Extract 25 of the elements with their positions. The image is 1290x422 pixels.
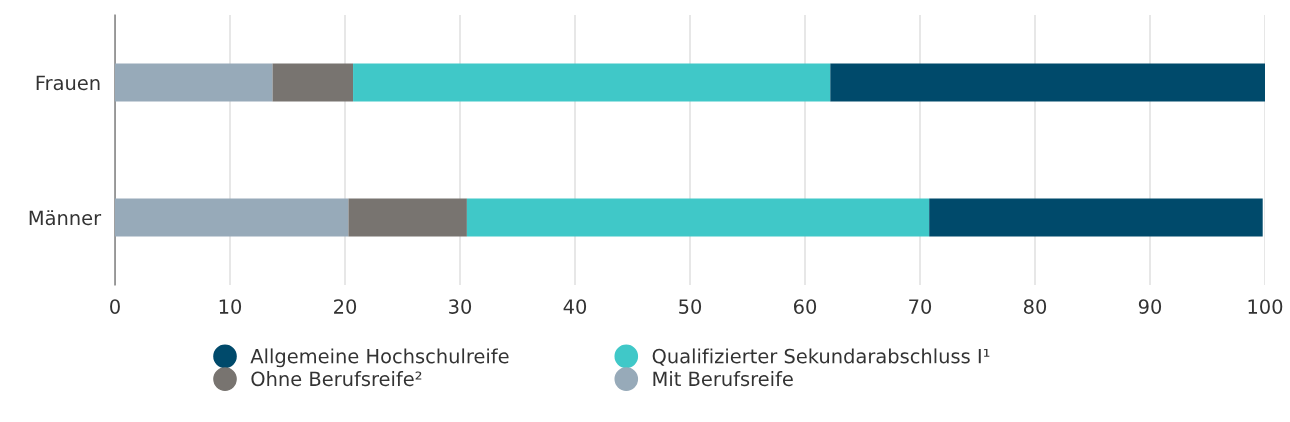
x-tick-label: 80 xyxy=(1023,299,1047,314)
bar xyxy=(272,63,354,102)
legend-label: Qualifizierter Sekundarabschluss I¹ xyxy=(652,348,990,366)
x-tick-label: 10 xyxy=(219,299,242,314)
bar xyxy=(929,198,1263,237)
legend-label: Ohne Berufsreife² xyxy=(251,371,422,387)
y-tick-label: Frauen xyxy=(36,75,100,91)
x-tick-label: 0 xyxy=(110,299,120,314)
x-tick-label: 30 xyxy=(449,299,472,314)
y-tick-label: Männer xyxy=(29,210,102,226)
x-tick-label: 100 xyxy=(1248,299,1283,314)
x-tick-label: 20 xyxy=(334,299,357,314)
bar xyxy=(115,198,349,237)
bar xyxy=(115,63,273,102)
x-tick-label: 60 xyxy=(793,299,817,314)
bar xyxy=(353,63,831,102)
legend-label: Allgemeine Hochschulreife xyxy=(250,348,509,368)
bar xyxy=(466,198,930,237)
bar xyxy=(348,198,467,237)
x-tick-label: 90 xyxy=(1138,299,1162,314)
legend-label: Mit Berufsreife xyxy=(653,371,793,387)
x-tick-label: 70 xyxy=(909,299,932,314)
x-tick-label: 40 xyxy=(563,299,587,314)
bar xyxy=(830,63,1265,102)
x-tick-label: 50 xyxy=(679,299,702,314)
